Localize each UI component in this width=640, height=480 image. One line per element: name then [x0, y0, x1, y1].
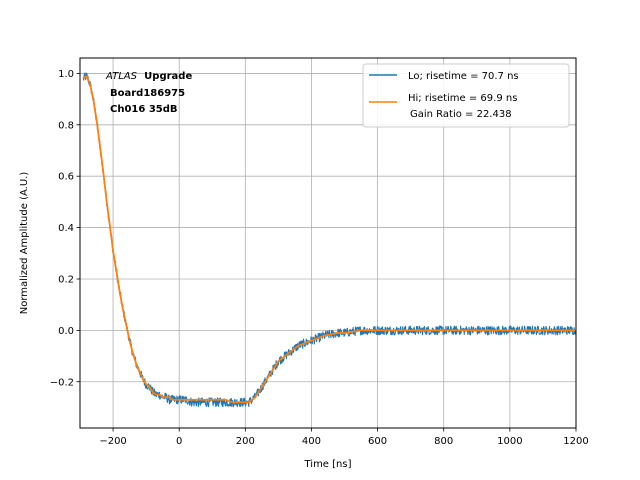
atlas-label: ATLAS	[105, 71, 138, 82]
y-tick-label: 1.0	[58, 69, 74, 80]
x-tick-label: 1200	[563, 436, 588, 447]
x-tick-label: 600	[368, 436, 387, 447]
legend: Lo; risetime = 70.7 ns Hi; risetime = 69…	[362, 63, 570, 128]
channel-label: Ch016 35dB	[110, 104, 178, 115]
x-tick-label: 0	[176, 436, 182, 447]
y-tick-label: 0.0	[58, 326, 74, 337]
upgrade-label: Upgrade	[144, 71, 192, 82]
plot-frame	[79, 57, 577, 429]
series-line-1	[82, 75, 576, 404]
series-line-0	[82, 72, 576, 408]
y-axis-label: Normalized Amplitude (A.U.)	[19, 172, 30, 315]
legend-entry-lo: Lo; risetime = 70.7 ns	[408, 71, 519, 82]
y-tick-label: 0.6	[58, 172, 74, 183]
annotation: ATLAS Upgrade Board186975 Ch016 35dB	[105, 71, 192, 115]
legend-entry-hi: Hi; risetime = 69.9 ns	[408, 93, 517, 104]
y-tick-label: 0.8	[58, 120, 74, 131]
x-tick-label: 1000	[497, 436, 522, 447]
y-tick-label: 0.2	[58, 274, 74, 285]
x-tick-label: 200	[236, 436, 255, 447]
series-group	[82, 72, 576, 408]
y-tick-label: 0.4	[58, 223, 74, 234]
x-tick-label: 400	[302, 436, 321, 447]
legend-entry-hi-gain: Gain Ratio = 22.438	[410, 109, 512, 120]
axis-ticks: −200 0 200 400 600 800 1000 1200 −0.2 0.0 0.2 0.4 0.…	[50, 69, 589, 447]
annotation-line1: ATLAS Upgrade	[105, 71, 192, 82]
board-label: Board186975	[110, 88, 185, 99]
plot-area	[82, 72, 576, 408]
y-tick-label: −0.2	[50, 377, 74, 388]
x-tick-label: −200	[99, 436, 126, 447]
legend-box	[362, 63, 570, 128]
x-axis-label: Time [ns]	[303, 459, 351, 470]
x-tick-label: 800	[434, 436, 453, 447]
